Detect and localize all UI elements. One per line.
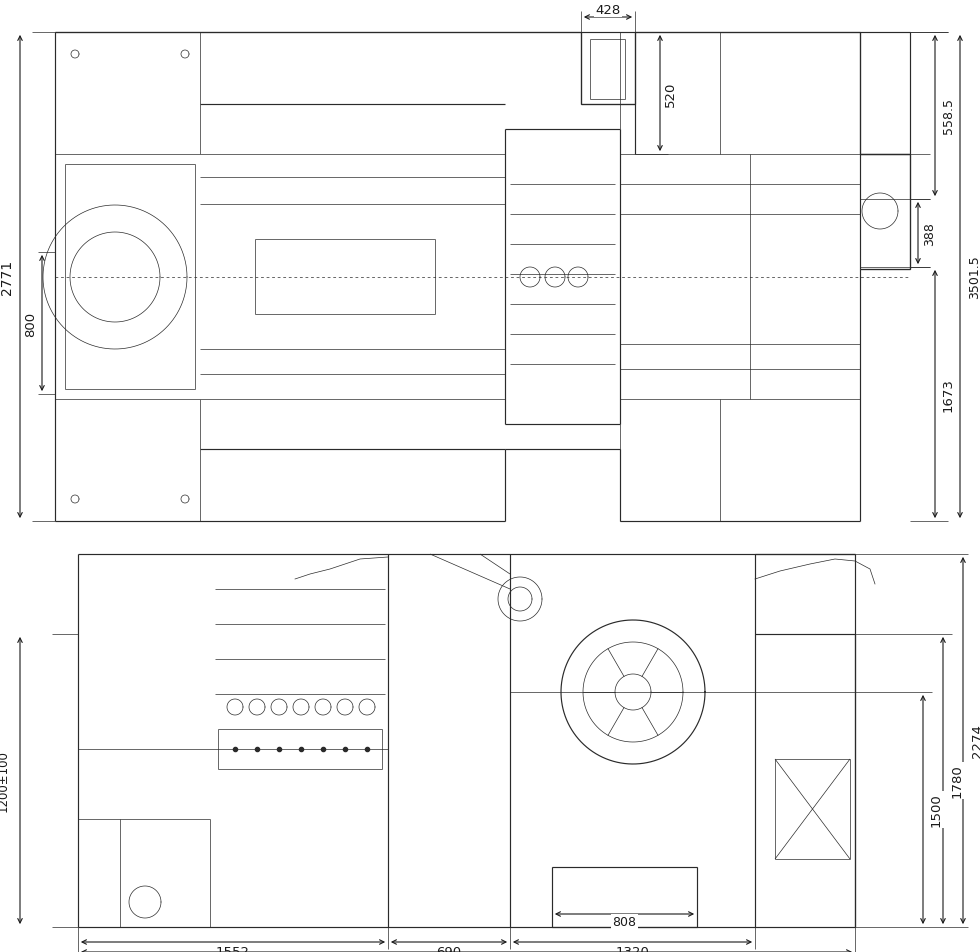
Text: 1320: 1320 [615,945,650,952]
Text: 1200±100: 1200±100 [0,750,10,812]
Text: 1500: 1500 [929,793,943,826]
Text: 2274: 2274 [970,724,980,758]
Text: 388: 388 [923,222,937,246]
Text: 800: 800 [24,311,37,336]
Text: 1780: 1780 [951,764,963,798]
Text: 558.5: 558.5 [942,98,955,134]
Text: 2771: 2771 [0,260,14,295]
Text: 428: 428 [596,4,620,16]
Text: 1673: 1673 [942,378,955,411]
Text: 3501.5: 3501.5 [968,255,980,299]
Text: 520: 520 [663,81,676,107]
Text: 1552: 1552 [216,945,250,952]
Text: 808: 808 [612,916,636,928]
Text: 690: 690 [436,945,462,952]
